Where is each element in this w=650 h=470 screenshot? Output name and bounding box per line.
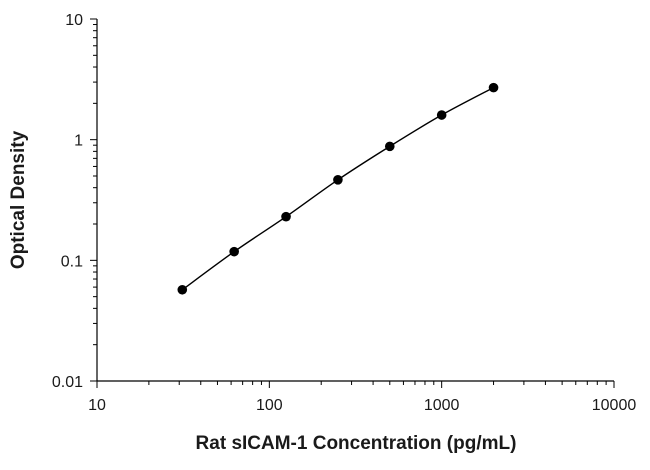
x-axis-title: Rat sICAM-1 Concentration (pg/mL) bbox=[196, 433, 517, 454]
y-tick-label: 0.1 bbox=[61, 253, 83, 270]
data-point bbox=[488, 82, 499, 93]
y-tick-label: 10 bbox=[65, 12, 83, 29]
data-point bbox=[384, 141, 395, 152]
x-tick-label: 10 bbox=[88, 397, 106, 414]
tick-labels: 10 100 1000 10000 0.01 0.1 1 10 bbox=[52, 12, 636, 414]
y-axis-title: Optical Density bbox=[8, 130, 29, 269]
fitted-curve bbox=[181, 86, 494, 291]
axes bbox=[96, 19, 614, 382]
data-point bbox=[177, 284, 188, 295]
data-point bbox=[436, 110, 447, 120]
data-point bbox=[333, 174, 343, 185]
data-points bbox=[177, 82, 499, 295]
y-tick-label: 0.01 bbox=[52, 374, 83, 391]
x-tick-label: 10000 bbox=[592, 397, 637, 414]
y-tick-label: 1 bbox=[74, 133, 83, 150]
x-tick-label: 100 bbox=[256, 397, 283, 414]
ticks bbox=[90, 18, 615, 388]
data-point bbox=[229, 246, 239, 257]
x-tick-label: 1000 bbox=[424, 397, 460, 414]
data-point bbox=[281, 211, 291, 222]
